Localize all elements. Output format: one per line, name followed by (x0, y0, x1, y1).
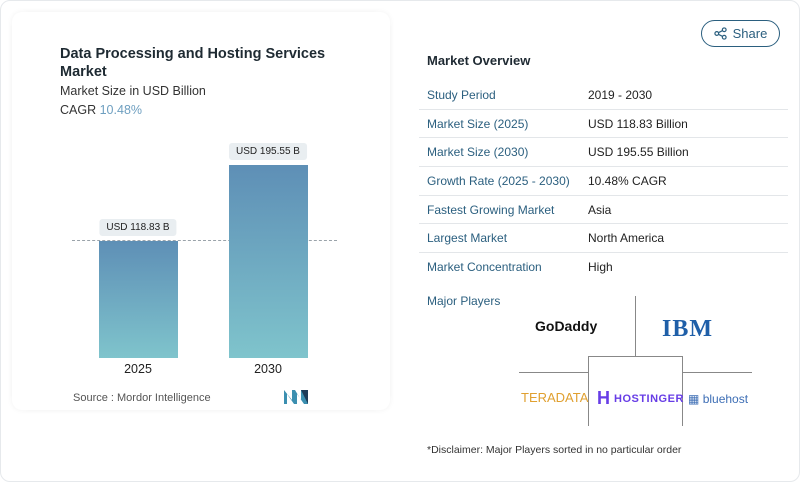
major-players-label: Major Players (427, 294, 501, 308)
highlight-box (588, 356, 683, 426)
player-logo-hostinger: H HOSTINGER (597, 388, 684, 409)
row-label: Market Size (2025) (427, 116, 529, 131)
table-row: Largest Market North America (419, 224, 788, 254)
disclaimer: *Disclaimer: Major Players sorted in no … (427, 444, 682, 456)
x-tick-label: 2030 (254, 362, 282, 376)
market-overview-title: Market Overview (427, 53, 531, 68)
divider (635, 296, 636, 356)
row-label: Market Size (2030) (427, 145, 529, 160)
reference-dashed-line (72, 240, 337, 241)
table-row: Market Size (2030) USD 195.55 Billion (419, 138, 788, 168)
table-row: Market Concentration High (419, 253, 788, 282)
row-label: Growth Rate (2025 - 2030) (427, 173, 570, 188)
table-row: Fastest Growing Market Asia (419, 196, 788, 225)
bluehost-text: bluehost (702, 392, 749, 406)
row-value: Asia (588, 202, 612, 217)
cagr-text: CAGR 10.48% (60, 103, 142, 117)
hostinger-text: HOSTINGER (614, 392, 684, 405)
row-value: 10.48% CAGR (588, 173, 667, 188)
grid-icon: ▦ (688, 392, 700, 406)
data-label: USD 195.55 B (229, 143, 307, 161)
source-text: Source : Mordor Intelligence (73, 392, 211, 404)
divider (682, 372, 752, 373)
player-logo-bluehost: ▦ bluehost (688, 392, 748, 406)
row-value: USD 118.83 Billion (588, 116, 688, 131)
divider (519, 372, 589, 373)
row-value: 2019 - 2030 (588, 87, 653, 102)
share-icon (713, 27, 727, 40)
x-tick-label: 2025 (124, 362, 152, 376)
row-label: Market Concentration (427, 260, 542, 275)
row-label: Study Period (427, 87, 496, 102)
row-label: Largest Market (427, 231, 508, 246)
player-logo-godaddy: GoDaddy (535, 318, 598, 334)
table-row: Market Size (2025) USD 118.83 Billion (419, 110, 788, 139)
row-label: Fastest Growing Market (427, 202, 555, 217)
chart-title: Data Processing and Hosting Services Mar… (60, 46, 326, 80)
share-label: Share (732, 26, 768, 41)
row-value: USD 195.55 Billion (588, 145, 689, 160)
share-button[interactable]: Share (701, 20, 780, 47)
cagr-value: 10.48% (99, 103, 143, 117)
overview-table: Study Period 2019 - 2030 Market Size (202… (419, 81, 788, 282)
bar-2025 (98, 240, 178, 358)
row-value: High (588, 260, 613, 275)
bar-2030 (228, 165, 308, 358)
data-label: USD 118.83 B (99, 218, 177, 236)
table-row: Growth Rate (2025 - 2030) 10.48% CAGR (419, 167, 788, 196)
chart-subtitle: Market Size in USD Billion (60, 84, 206, 98)
chart-card (12, 12, 390, 410)
hostinger-h-icon: H (597, 388, 610, 408)
table-row: Study Period 2019 - 2030 (419, 81, 788, 110)
mordor-logo-icon (284, 390, 308, 404)
row-value: North America (588, 231, 665, 246)
cagr-label: CAGR (60, 103, 97, 117)
player-logo-ibm: IBM (662, 316, 713, 342)
player-logo-teradata: TERADATA (521, 390, 589, 405)
